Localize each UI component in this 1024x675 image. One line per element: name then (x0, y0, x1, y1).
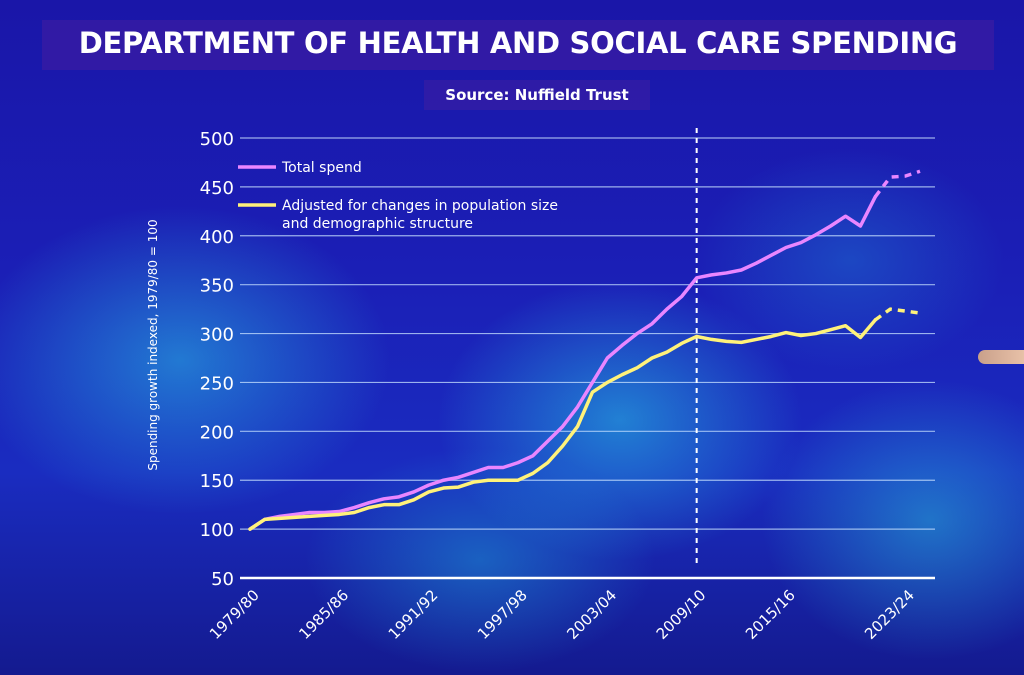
subtitle-banner: Source: Nuffield Trust (424, 80, 650, 110)
chart-title: DEPARTMENT OF HEALTH AND SOCIAL CARE SPE… (78, 26, 958, 60)
series-projection-line (874, 307, 921, 322)
x-tick-label: 1985/86 (295, 586, 352, 643)
y-axis-ticks: 50 100 150 200 250 300 350 400 450 500 (200, 129, 234, 590)
chart-subtitle: Source: Nuffield Trust (445, 86, 629, 104)
series-lines (248, 169, 921, 531)
x-tick-label: 1997/98 (474, 586, 531, 643)
x-tick-label: 2003/04 (563, 586, 620, 643)
x-tick-label: 1979/80 (206, 586, 263, 643)
x-axis-ticks: 1979/80 1985/86 1991/92 1997/98 2003/04 2009/… (206, 586, 918, 643)
presenter-pointer (978, 350, 1024, 364)
y-tick-label: 250 (200, 373, 234, 394)
x-tick-label: 2015/16 (742, 586, 799, 643)
y-tick-label: 100 (200, 520, 234, 541)
legend-label: Adjusted for changes in population size a… (282, 198, 558, 232)
y-tick-label: 50 (211, 569, 234, 590)
series-projection-line (873, 169, 921, 198)
y-tick-label: 300 (200, 325, 234, 346)
x-tick-label: 1991/92 (385, 586, 442, 643)
y-tick-label: 350 (200, 276, 234, 297)
series-line (248, 318, 878, 531)
legend: Total spend Adjusted for changes in popul… (238, 160, 558, 232)
series-line (248, 194, 878, 531)
y-tick-label: 500 (200, 129, 234, 150)
x-tick-label: 2009/10 (653, 586, 710, 643)
y-axis-title: Spending growth indexed, 1979/80 = 100 (146, 219, 160, 470)
y-tick-label: 200 (200, 422, 234, 443)
x-tick-label: 2023/24 (861, 586, 918, 643)
title-banner: DEPARTMENT OF HEALTH AND SOCIAL CARE SPE… (42, 20, 994, 70)
y-tick-label: 450 (200, 178, 234, 199)
y-tick-label: 400 (200, 227, 234, 248)
legend-label: Total spend (281, 160, 362, 176)
y-tick-label: 150 (200, 471, 234, 492)
